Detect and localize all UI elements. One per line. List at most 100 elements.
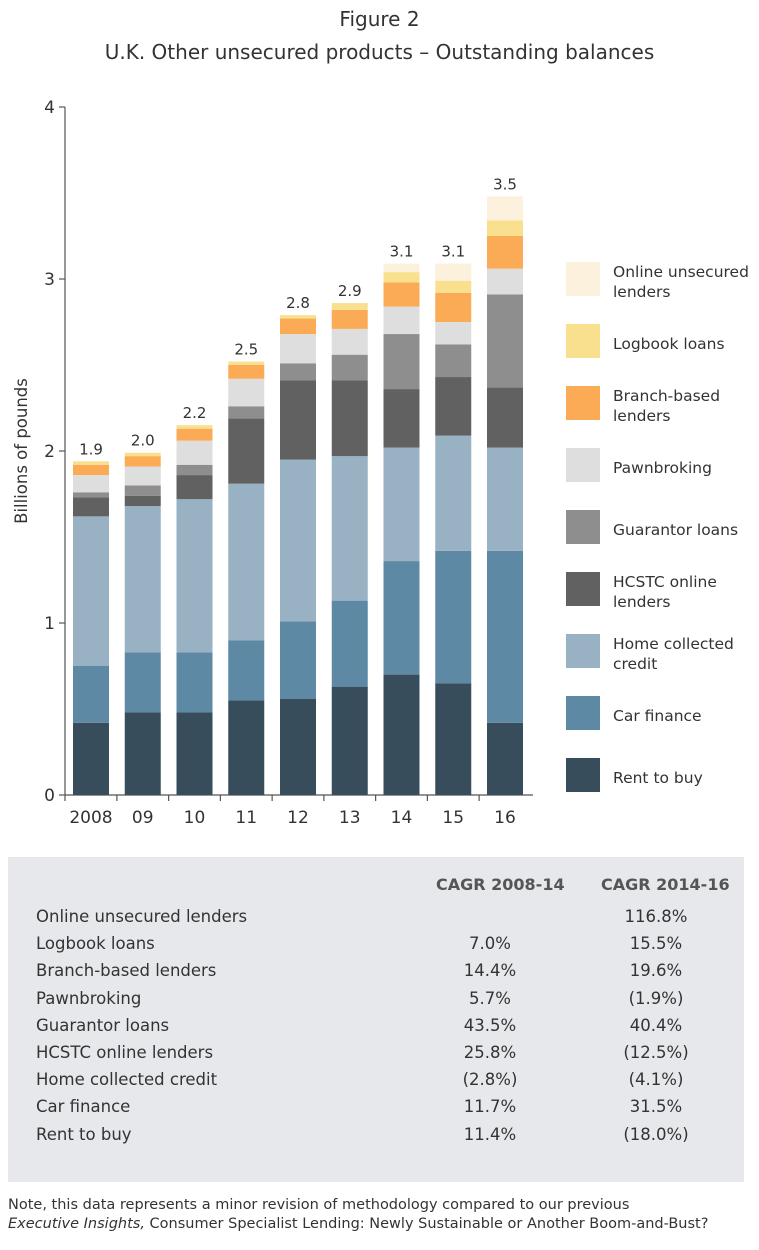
bar-segment xyxy=(383,282,420,307)
bar-segment xyxy=(487,550,523,723)
table-row: Guarantor loans 43.5% 40.4% xyxy=(8,1016,744,1043)
row-cagr-2008-14: 5.7% xyxy=(469,988,511,1008)
x-tick-label: 12 xyxy=(287,808,309,828)
table-row: Online unsecured lenders 116.8% xyxy=(8,907,744,934)
footnote-publication: Executive Insights, xyxy=(8,1216,145,1232)
bar-segment xyxy=(228,700,265,795)
bar-segment xyxy=(331,354,368,381)
bar-segment xyxy=(487,387,523,448)
x-tick-label: 11 xyxy=(235,808,257,828)
x-tick-label: 09 xyxy=(132,808,154,828)
chart-title: U.K. Other unsecured products – Outstand… xyxy=(104,40,655,64)
y-tick-label: 2 xyxy=(44,442,55,462)
bar-total-label: 3.1 xyxy=(390,243,414,261)
bar-segment xyxy=(73,492,109,498)
bar-segment xyxy=(124,712,161,795)
legend-item: Home collected credit xyxy=(566,634,756,674)
legend-item: Guarantor loans xyxy=(566,510,756,550)
bar-segment xyxy=(383,389,420,448)
bar-segment xyxy=(176,425,213,429)
legend-swatch xyxy=(566,634,600,668)
bar-segment xyxy=(435,435,472,551)
row-category: Online unsecured lenders xyxy=(36,907,248,926)
table-row: HCSTC online lenders 25.8% (12.5%) xyxy=(8,1043,744,1070)
bar-segment xyxy=(331,303,368,310)
bar-total-label: 2.8 xyxy=(286,294,310,312)
bar-segment xyxy=(228,378,265,407)
row-category: HCSTC online lenders xyxy=(36,1043,214,1062)
legend-label: Pawnbroking xyxy=(613,459,712,477)
table-row: Home collected credit (2.8%) (4.1%) xyxy=(8,1070,744,1097)
legend-item: Online unsecured lenders xyxy=(566,262,756,302)
row-cagr-2008-14: 11.4% xyxy=(463,1124,517,1144)
bar-segment xyxy=(383,306,420,335)
row-cagr-2014-16: 31.5% xyxy=(629,1097,683,1117)
legend-label: HCSTC online lenders xyxy=(613,573,717,611)
bar-segment xyxy=(435,683,472,795)
y-axis-label: Billions of pounds xyxy=(12,378,31,524)
legend-item: HCSTC online lenders xyxy=(566,572,756,612)
row-category: Guarantor loans xyxy=(36,1015,170,1035)
bar-segment xyxy=(435,344,472,378)
bar-segment xyxy=(383,561,420,675)
table-row: Rent to buy 11.4% (18.0%) xyxy=(8,1125,744,1152)
bar-segment xyxy=(331,328,368,355)
bar-segment xyxy=(124,466,161,486)
bar-segment xyxy=(176,428,213,441)
legend-swatch xyxy=(566,324,600,358)
row-category: Pawnbroking xyxy=(36,988,142,1008)
x-tick-label: 16 xyxy=(494,808,516,828)
bar-segment xyxy=(228,483,265,641)
row-cagr-2014-16: (18.0%) xyxy=(623,1124,689,1144)
row-category: Rent to buy xyxy=(36,1124,132,1144)
bar-segment xyxy=(435,550,472,684)
legend-swatch xyxy=(566,386,600,420)
row-cagr-2014-16: (4.1%) xyxy=(628,1070,684,1090)
row-category: Branch-based lenders xyxy=(36,961,217,981)
bar-segment xyxy=(228,640,265,701)
bar-segment xyxy=(176,712,213,795)
table-header-cagr-2008-14: CAGR 2008-14 xyxy=(436,875,565,894)
legend-swatch xyxy=(566,758,600,792)
row-cagr-2014-16: 40.4% xyxy=(629,1015,683,1035)
bar-segment xyxy=(73,464,109,476)
bar-segment xyxy=(280,380,316,460)
row-category: Logbook loans xyxy=(36,934,155,954)
x-tick-label: 10 xyxy=(184,808,206,828)
bar-segment xyxy=(228,361,265,365)
x-tick-label: 2008 xyxy=(69,808,112,828)
row-category: Home collected credit xyxy=(36,1070,218,1090)
bar-segment xyxy=(228,406,265,419)
legend-item: Rent to buy xyxy=(566,758,756,798)
bar-total-label: 2.9 xyxy=(338,282,362,300)
bar-segment xyxy=(435,292,472,322)
bar-segment xyxy=(487,447,523,551)
bar-segment xyxy=(383,674,420,795)
bar-segment xyxy=(73,475,109,493)
legend-swatch xyxy=(566,448,600,482)
bar-segment xyxy=(176,475,213,500)
row-cagr-2014-16: (1.9%) xyxy=(628,988,684,1008)
bar-segment xyxy=(435,263,472,281)
legend-label: Home collected credit xyxy=(613,635,734,673)
legend-item: Branch-based lenders xyxy=(566,386,756,426)
row-cagr-2014-16: 19.6% xyxy=(629,961,683,981)
x-tick-label: 14 xyxy=(391,808,413,828)
bar-segment xyxy=(73,497,109,517)
bar-segment xyxy=(435,377,472,436)
row-cagr-2014-16: 116.8% xyxy=(624,907,688,926)
bar-segment xyxy=(124,485,161,496)
bar-segment xyxy=(383,447,420,562)
bar-segment xyxy=(73,666,109,723)
cagr-table: CAGR 2008-14 CAGR 2014-16 Online unsecur… xyxy=(8,857,744,1182)
table-row: Car finance 11.7% 31.5% xyxy=(8,1097,744,1124)
footnote: Note, this data represents a minor revis… xyxy=(8,1196,708,1234)
bar-segment xyxy=(280,315,316,319)
x-tick-label: 13 xyxy=(339,808,361,828)
footnote-report-title: Consumer Specialist Lending: Newly Susta… xyxy=(144,1216,709,1232)
bar-segment xyxy=(383,263,420,273)
bar-segment xyxy=(487,236,523,269)
y-tick-label: 3 xyxy=(44,270,55,290)
y-tick-label: 0 xyxy=(44,786,55,806)
bar-segment xyxy=(331,309,368,329)
